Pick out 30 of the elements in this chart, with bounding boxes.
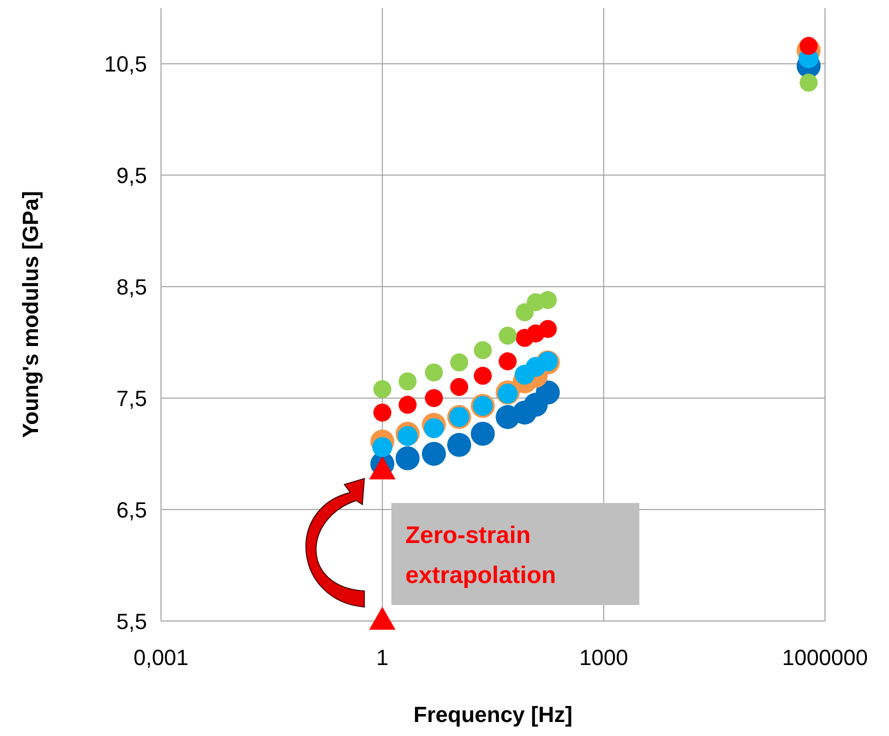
y-axis-title: Young's modulus [GPa] <box>18 191 43 438</box>
point <box>470 422 495 446</box>
x-tick-label: 1000000 <box>782 645 868 670</box>
y-tick-label: 7,5 <box>116 386 147 412</box>
point <box>498 352 517 370</box>
x-tick-label: 1000 <box>579 645 628 670</box>
point <box>498 326 517 345</box>
point <box>474 341 492 360</box>
x-tick-label: 0,001 <box>133 645 189 670</box>
point <box>474 366 492 385</box>
x-axis-title: Frequency [Hz] <box>414 702 572 727</box>
y-tick-label: 6,5 <box>116 498 147 523</box>
y-tick-label: 5,5 <box>116 609 147 634</box>
point <box>450 353 468 372</box>
y-tick-label: 8,5 <box>116 274 147 300</box>
point <box>398 396 417 414</box>
x-tick-label: 1 <box>376 645 388 670</box>
point <box>398 372 417 390</box>
point <box>373 404 392 422</box>
point <box>422 442 446 466</box>
point <box>372 437 392 458</box>
annotation: Zero-strain extrapolation <box>405 522 556 589</box>
point <box>450 378 468 396</box>
point <box>373 380 392 398</box>
y-tick-label: 10,5 <box>104 52 147 77</box>
point <box>424 363 443 382</box>
point <box>396 446 420 470</box>
y-tick-label: 9,5 <box>116 163 147 188</box>
point <box>424 389 443 408</box>
point <box>447 432 472 457</box>
